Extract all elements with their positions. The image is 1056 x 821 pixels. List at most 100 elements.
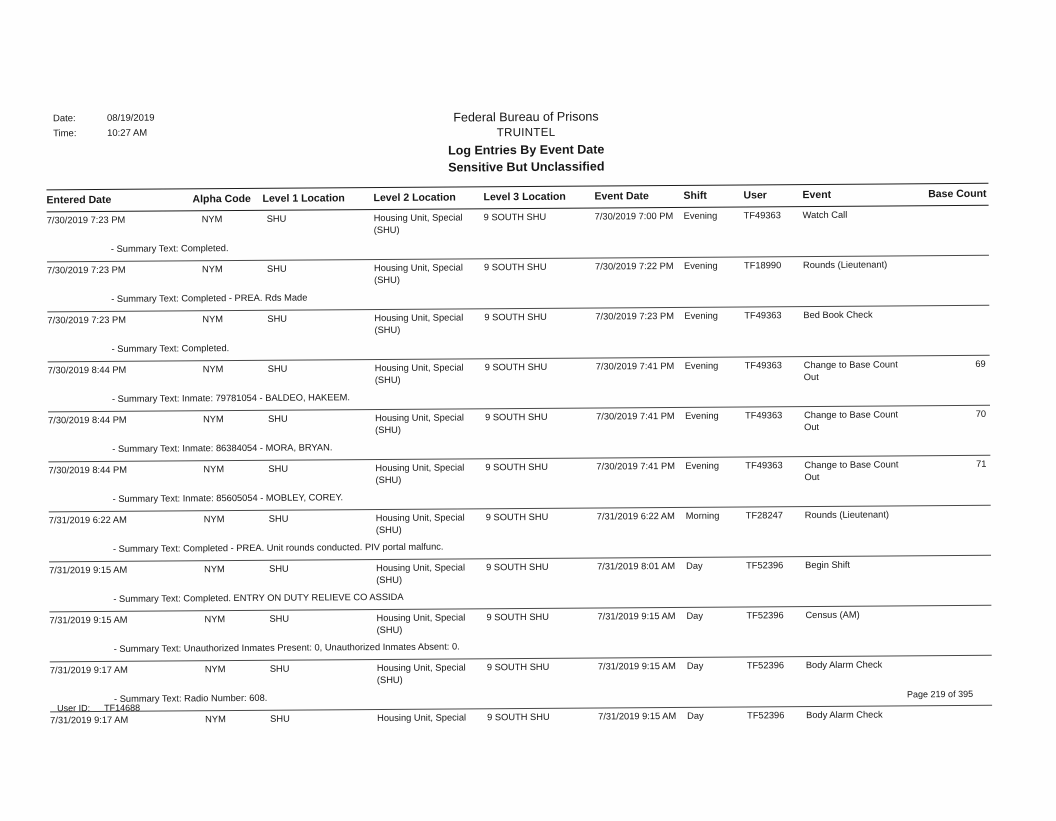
level3-location-cell: 9 SOUTH SHU [485, 511, 549, 523]
user-id-label: User ID: [57, 703, 91, 714]
level1-location-cell: SHU [269, 663, 290, 674]
base-count-cell: 69 [975, 358, 986, 369]
level3-location-cell: 9 SOUTH SHU [485, 461, 548, 473]
report-title-block: Federal Bureau of Prisons TRUINTEL Log E… [326, 109, 726, 176]
shift-cell: Evening [683, 260, 718, 271]
event-cell: Rounds (Lieutenant) [802, 259, 888, 271]
level1-location-cell: SHU [269, 563, 289, 574]
base-count-cell [915, 309, 989, 310]
alpha-code-cell: NYM [201, 214, 223, 225]
event-cell: Change to Base Count Out [804, 459, 899, 482]
user-cell: TF28247 [745, 510, 784, 521]
report-meta: Date: 08/19/2019 Time: 10:27 AM [53, 111, 155, 142]
alpha-code-cell: NYM [203, 514, 225, 525]
entered-date-cell: 7/30/2019 8:44 PM [48, 464, 128, 476]
level2-location-cell: Housing Unit, Special (SHU) [375, 512, 465, 535]
level2-location-cell: Housing Unit, Special (SHU) [374, 312, 464, 335]
event-date-cell: 7/30/2019 7:23 PM [595, 310, 674, 322]
level2-location-cell: Housing Unit, Special (SHU) [376, 662, 466, 685]
col-header-level3-location: Level 3 Location [483, 190, 566, 204]
date-value: 08/19/2019 [106, 112, 155, 124]
level1-location-cell: SHU [266, 213, 287, 224]
shift-cell: Evening [684, 310, 719, 321]
shift-cell: Evening [684, 360, 719, 371]
level2-location-cell: Housing Unit, Special (SHU) [376, 562, 466, 585]
alpha-code-cell: NYM [204, 664, 226, 675]
event-date-cell: 7/30/2019 7:41 PM [596, 410, 675, 422]
col-header-base-count: Base Count [928, 187, 987, 201]
level1-location-cell: SHU [267, 313, 288, 324]
level3-location-cell: 9 SOUTH SHU [483, 261, 547, 273]
event-date-cell: 7/31/2019 9:15 AM [598, 710, 677, 722]
event-cell: Census (AM) [805, 609, 860, 621]
table-row: 7/31/2019 9:17 AM NYM SHU Housing Unit, … [49, 654, 993, 712]
shift-cell: Day [686, 560, 703, 571]
level3-location-cell: 9 SOUTH SHU [486, 661, 550, 673]
col-header-entered-date: Entered Date [46, 193, 112, 207]
base-count-cell [917, 559, 991, 560]
alpha-code-cell: NYM [204, 614, 226, 625]
entered-date-cell: 7/31/2019 9:17 AM [49, 664, 128, 676]
level1-location-cell: SHU [267, 363, 288, 374]
event-cell: Watch Call [802, 209, 848, 221]
entered-date-cell: 7/31/2019 9:15 AM [49, 564, 128, 576]
col-header-event-date: Event Date [594, 190, 649, 203]
shift-cell: Day [687, 710, 704, 721]
alpha-code-cell: NYM [203, 464, 225, 475]
user-cell: TF49363 [744, 310, 782, 321]
level3-location-cell: 9 SOUTH SHU [487, 711, 550, 723]
base-count-cell: 71 [976, 458, 987, 469]
table-row: 7/30/2019 8:44 PM NYM SHU Housing Unit, … [47, 354, 990, 412]
table-body: 7/30/2019 7:23 PM NYM SHU Housing Unit, … [47, 206, 993, 727]
shift-cell: Morning [685, 510, 720, 521]
user-cell: TF18990 [743, 260, 782, 271]
level1-location-cell: SHU [268, 513, 289, 524]
level1-location-cell: SHU [269, 613, 290, 624]
base-count-cell: 70 [975, 408, 987, 419]
col-header-alpha-code: Alpha Code [192, 192, 251, 206]
table-row: 7/31/2019 9:15 AM NYM SHU Housing Unit, … [49, 604, 992, 662]
level2-location-cell: Housing Unit, Special (SHU) [373, 262, 463, 285]
base-count-cell [917, 609, 991, 610]
event-cell: Body Alarm Check [805, 659, 883, 671]
event-date-cell: 7/31/2019 9:15 AM [597, 610, 676, 622]
entered-date-cell: 7/30/2019 7:23 PM [46, 214, 126, 226]
event-cell: Body Alarm Check [806, 709, 883, 721]
alpha-code-cell: NYM [204, 564, 225, 575]
entered-date-cell: 7/31/2019 6:22 AM [48, 514, 127, 526]
shift-cell: Evening [683, 210, 718, 221]
report-title: Log Entries By Event Date [447, 142, 605, 158]
base-count-cell [918, 709, 992, 710]
entered-date-cell: 7/30/2019 7:23 PM [47, 314, 126, 326]
level2-location-cell: Housing Unit, Special (SHU) [376, 612, 466, 635]
level2-location-cell: Housing Unit, Special (SHU) [374, 362, 464, 385]
event-date-cell: 7/30/2019 7:00 PM [594, 210, 674, 222]
level2-location-cell: Housing Unit, Special (SHU) [375, 412, 464, 435]
user-cell: TF52396 [747, 710, 785, 721]
base-count-cell [918, 659, 992, 660]
col-header-level2-location: Level 2 Location [373, 191, 456, 205]
col-header-event: Event [802, 188, 832, 202]
footer-user-id: User ID: TF14688 [57, 703, 140, 714]
base-count-cell [917, 509, 991, 510]
time-label: Time: [53, 128, 77, 140]
event-cell: Begin Shift [805, 559, 851, 571]
entered-date-cell: 7/30/2019 8:44 PM [47, 364, 127, 376]
level3-location-cell: 9 SOUTH SHU [486, 561, 549, 573]
level1-location-cell: SHU [266, 263, 287, 274]
time-value: 10:27 AM [107, 127, 148, 139]
col-header-level1-location: Level 1 Location [262, 192, 345, 205]
level2-location-cell: Housing Unit, Special (SHU) [375, 462, 465, 485]
entered-date-cell: 7/31/2019 9:17 AM [50, 714, 129, 726]
level1-location-cell: SHU [268, 463, 289, 474]
classification-title: Sensitive But Unclassified [448, 159, 605, 175]
level3-location-cell: 9 SOUTH SHU [483, 211, 547, 223]
user-cell: TF49363 [745, 410, 783, 421]
entered-date-cell: 7/31/2019 9:15 AM [49, 614, 128, 626]
log-entries-table: Entered Date Alpha Code Level 1 Location… [46, 182, 993, 727]
col-header-shift: Shift [683, 189, 707, 202]
col-header-user: User [743, 189, 767, 202]
table-row: 7/31/2019 6:22 AM NYM SHU Housing Unit, … [48, 504, 992, 562]
alpha-code-cell: NYM [202, 364, 224, 375]
table-row: 7/31/2019 9:15 AM NYM SHU Housing Unit, … [49, 554, 992, 612]
